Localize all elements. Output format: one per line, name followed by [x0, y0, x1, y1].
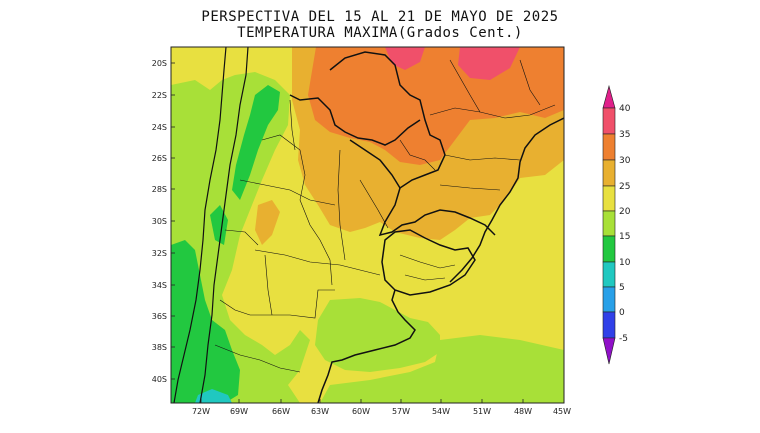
internal-border [337, 149, 346, 261]
boundaries [173, 47, 564, 403]
paraguay-border [329, 51, 446, 190]
lon-label: 69W [230, 407, 248, 416]
internal-border [264, 254, 273, 316]
map-subtitle: TEMPERATURA MAXIMA(Grados Cent.) [237, 25, 523, 41]
colorbar-label: 15 [619, 232, 630, 242]
map-frame [170, 46, 565, 404]
colorbar: 40 35 30 25 20 15 10 5 0 -5 [602, 84, 631, 365]
temperature-field [171, 47, 564, 403]
colorbar-segment-minus5-0 [602, 311, 616, 339]
colorbar-bottom-arrow [602, 337, 616, 365]
lat-label: 28S [152, 185, 167, 194]
colorbar-label: 25 [619, 182, 630, 192]
internal-borders [214, 59, 556, 373]
lat-label: 20S [152, 59, 167, 68]
colorbar-label: -5 [619, 334, 628, 344]
lon-label: 63W [311, 407, 329, 416]
lat-label: 26S [152, 154, 167, 163]
colorbar-label: 0 [619, 308, 625, 318]
internal-border [359, 179, 389, 229]
colorbar-top-arrow [602, 84, 616, 109]
colorbar-label: 5 [619, 283, 625, 293]
lon-label: 54W [432, 407, 450, 416]
colorbar-segment-20-25 [602, 185, 616, 212]
chile-argentina-border [199, 47, 249, 403]
lon-label: 51W [473, 407, 491, 416]
internal-border [250, 289, 335, 319]
lon-label: 72W [192, 407, 210, 416]
pacific-coastline [173, 47, 227, 403]
uruguay-border [381, 229, 476, 296]
lat-label: 24S [152, 123, 167, 132]
internal-border [261, 134, 306, 201]
internal-border [399, 254, 456, 269]
lat-label: 32S [152, 249, 167, 258]
colorbar-segment-25-30 [602, 159, 616, 187]
internal-border [439, 184, 501, 191]
colorbar-label: 10 [619, 258, 631, 268]
zone-25-30-patch [255, 200, 280, 245]
lat-ticks [171, 62, 175, 380]
rio-de-la-plata-coast [317, 289, 416, 403]
internal-border [289, 99, 296, 151]
colorbar-label: 30 [619, 156, 631, 166]
internal-border [254, 249, 381, 276]
lat-label: 38S [152, 343, 167, 352]
colorbar-segment-30-35 [602, 133, 616, 161]
map-title: PERSPECTIVA DEL 15 AL 21 DE MAYO DE 2025 [201, 9, 559, 25]
lon-label: 48W [514, 407, 532, 416]
atlantic-coastline [449, 117, 564, 283]
colorbar-segment-10-15 [602, 235, 616, 263]
latitude-labels: 20S 22S 24S 26S 28S 30S 32S 34S 36S 38S … [152, 59, 175, 384]
colorbar-segment-5-10 [602, 261, 616, 288]
longitude-labels: 72W 69W 66W 63W 60W 57W 54W 51W 48W 45W [192, 399, 571, 416]
zone-15-20-se [320, 335, 564, 403]
lon-ticks [200, 399, 524, 403]
colorbar-segment-0-5 [602, 286, 616, 313]
internal-border [219, 299, 251, 316]
lat-label: 22S [152, 91, 167, 100]
lon-label: 66W [272, 407, 290, 416]
lat-label: 34S [152, 281, 167, 290]
lon-label: 45W [553, 407, 571, 416]
internal-border [214, 344, 301, 373]
colorbar-label: 20 [619, 207, 631, 217]
colorbar-segment-15-20 [602, 210, 616, 237]
internal-border [224, 229, 259, 246]
internal-border [444, 154, 521, 161]
internal-border [429, 104, 556, 119]
zone-30-35 [308, 47, 564, 165]
lat-label: 40S [152, 375, 167, 384]
zone-15-20-east [315, 298, 440, 372]
colorbar-label: 40 [619, 104, 631, 114]
colorbar-segment-35-40 [602, 107, 616, 135]
lat-label: 36S [152, 312, 167, 321]
lat-label: 30S [152, 217, 167, 226]
zone-10-15 [232, 85, 280, 200]
lon-label: 57W [392, 407, 410, 416]
bolivia-border [289, 94, 421, 146]
colorbar-label: 35 [619, 130, 630, 140]
lon-label: 60W [352, 407, 370, 416]
internal-border [399, 139, 436, 171]
internal-border [239, 179, 336, 206]
internal-border [299, 199, 333, 286]
zone-35-40-b [458, 47, 520, 80]
zone-10-15-b [171, 240, 240, 403]
zone-5-10 [195, 389, 232, 403]
internal-border [449, 59, 481, 113]
internal-border [519, 59, 541, 106]
internal-border [404, 274, 446, 281]
